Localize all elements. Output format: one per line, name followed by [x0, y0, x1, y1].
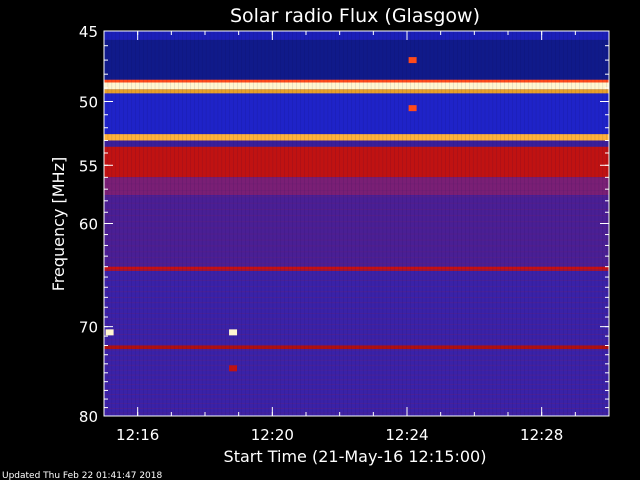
y-axis-label: Frequency [MHz] [49, 157, 68, 291]
spectral-band [104, 79, 609, 83]
y-tick-label: 55 [79, 157, 98, 175]
x-tick-label: 12:28 [520, 426, 563, 444]
spectral-band [104, 345, 609, 350]
burst-mark [408, 57, 417, 64]
spectral-band [104, 93, 609, 135]
spectral-band [104, 89, 609, 94]
spectral-band [104, 349, 609, 416]
spectral-band [104, 140, 609, 147]
axes: 12:16 12:20 12:24 12:28 45 50 55 60 70 80 [79, 23, 610, 444]
burst-mark [408, 105, 417, 112]
spectral-band [104, 177, 609, 196]
plot-area [103, 31, 609, 416]
y-tick-label: 70 [79, 319, 98, 337]
spectral-band [104, 82, 609, 90]
y-tick-label: 60 [79, 216, 98, 234]
spectral-band [104, 146, 609, 178]
burst-mark [229, 329, 238, 336]
x-tick-label: 12:16 [116, 426, 159, 444]
burst-mark [229, 365, 238, 372]
spectral-band [104, 39, 609, 80]
x-tick-label: 12:24 [385, 426, 428, 444]
burst-mark [105, 329, 114, 336]
y-tick-label: 45 [79, 23, 98, 41]
x-axis-label: Start Time (21-May-16 12:15:00) [224, 447, 487, 466]
spectral-band [104, 266, 609, 271]
spectral-band [104, 31, 609, 40]
spectral-band [104, 134, 609, 141]
update-footer: Updated Thu Feb 22 01:41:47 2018 [2, 471, 163, 480]
spectral-band [104, 195, 609, 267]
chart-title: Solar radio Flux (Glasgow) [230, 5, 480, 27]
y-tick-label: 50 [79, 94, 98, 112]
y-tick-label: 80 [79, 408, 98, 426]
x-tick-label: 12:20 [251, 426, 294, 444]
